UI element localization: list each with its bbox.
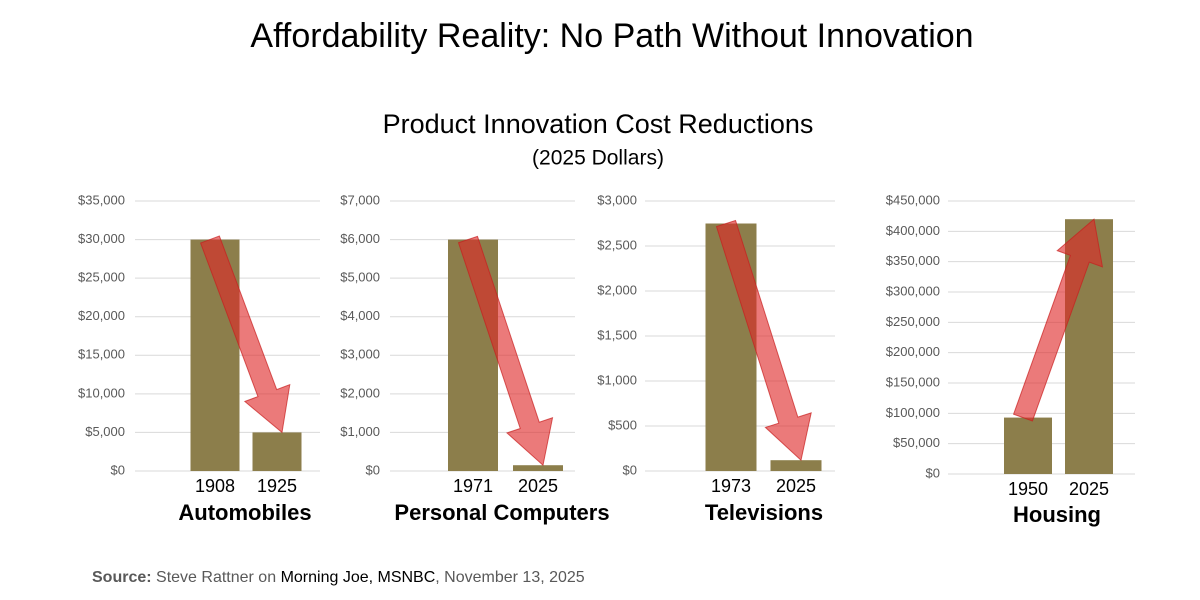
- y-tick-label: $4,000: [340, 308, 380, 323]
- y-tick-label: $5,000: [340, 270, 380, 285]
- y-tick-label: $15,000: [78, 347, 125, 362]
- y-tick-label: $1,000: [597, 372, 637, 387]
- source: Source: Steve Rattner on Morning Joe, MS…: [92, 569, 585, 586]
- y-tick-label: $2,500: [597, 237, 637, 252]
- trend-arrow: [457, 235, 554, 467]
- y-tick-label: $30,000: [78, 231, 125, 246]
- y-tick-label: $250,000: [886, 314, 940, 329]
- trend-arrow: [715, 219, 812, 462]
- y-tick-label: $350,000: [886, 253, 940, 268]
- y-tick-label: $0: [926, 465, 940, 480]
- y-tick-label: $300,000: [886, 283, 940, 298]
- y-tick-label: $1,000: [340, 424, 380, 439]
- y-tick-label: $3,000: [597, 192, 637, 207]
- y-tick-label: $500: [608, 417, 637, 432]
- x-tick-label: 2025: [1069, 479, 1109, 499]
- y-tick-label: $150,000: [886, 374, 940, 389]
- y-tick-label: $400,000: [886, 223, 940, 238]
- trend-arrow: [199, 235, 291, 434]
- x-tick-label: 1973: [711, 476, 751, 496]
- source-text: Steve Rattner on: [156, 569, 276, 586]
- source-text: , November 13, 2025: [435, 569, 585, 586]
- x-tick-label: 1950: [1008, 479, 1048, 499]
- chart-subtitle: Product Innovation Cost Reductions: [383, 109, 814, 139]
- y-tick-label: $3,000: [340, 347, 380, 362]
- bar: [252, 432, 302, 471]
- source-label: Source:: [92, 569, 152, 586]
- y-tick-label: $100,000: [886, 405, 940, 420]
- trend-arrow: [1012, 218, 1104, 422]
- y-tick-label: $450,000: [886, 192, 940, 207]
- x-tick-label: 2025: [518, 476, 558, 496]
- chart-note: (2025 Dollars): [532, 147, 664, 170]
- y-tick-label: $10,000: [78, 385, 125, 400]
- y-tick-label: $35,000: [78, 192, 125, 207]
- bar: [770, 460, 822, 471]
- y-tick-label: $2,000: [597, 282, 637, 297]
- x-axis-label: Automobiles: [178, 500, 311, 525]
- bar: [1004, 417, 1052, 474]
- y-tick-label: $200,000: [886, 344, 940, 359]
- x-tick-label: 1971: [453, 476, 493, 496]
- y-tick-label: $0: [111, 462, 125, 477]
- source-highlight: Morning Joe, MSNBC: [281, 569, 436, 586]
- y-tick-label: $0: [366, 462, 380, 477]
- x-tick-label: 2025: [776, 476, 816, 496]
- y-tick-label: $6,000: [340, 231, 380, 246]
- y-tick-label: $20,000: [78, 308, 125, 323]
- x-tick-label: 1925: [257, 476, 297, 496]
- y-tick-label: $0: [623, 462, 637, 477]
- x-axis-label: Televisions: [705, 500, 823, 525]
- y-tick-label: $1,500: [597, 327, 637, 342]
- x-tick-label: 1908: [195, 476, 235, 496]
- bar: [513, 465, 563, 471]
- chart-title: Affordability Reality: No Path Without I…: [250, 17, 973, 55]
- y-tick-label: $2,000: [340, 385, 380, 400]
- x-axis-label: Personal Computers: [394, 500, 609, 525]
- y-tick-label: $7,000: [340, 192, 380, 207]
- x-axis-label: Housing: [1013, 502, 1101, 527]
- y-tick-label: $25,000: [78, 270, 125, 285]
- y-tick-label: $50,000: [893, 435, 940, 450]
- y-tick-label: $5,000: [85, 424, 125, 439]
